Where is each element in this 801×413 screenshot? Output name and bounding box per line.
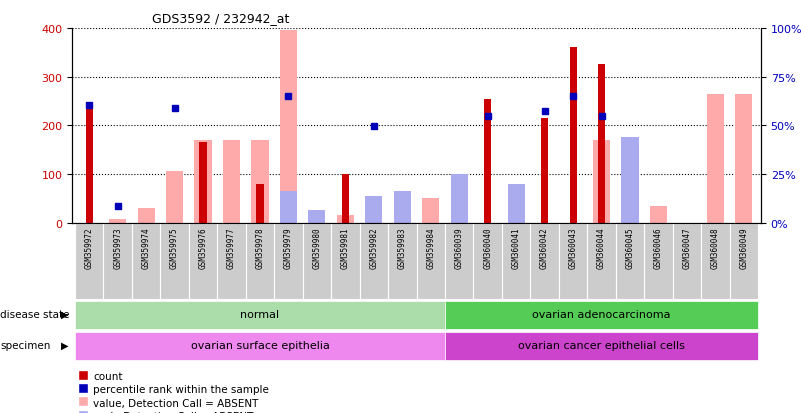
Bar [365, 196, 382, 223]
Text: disease state: disease state [0, 309, 70, 319]
Text: ▶: ▶ [61, 340, 68, 350]
Text: GSM359983: GSM359983 [398, 227, 407, 268]
Bar [223, 140, 240, 223]
Text: GSM359977: GSM359977 [227, 227, 236, 268]
FancyBboxPatch shape [445, 223, 473, 299]
Text: GSM360047: GSM360047 [682, 227, 691, 268]
Text: GSM360046: GSM360046 [654, 227, 663, 268]
FancyBboxPatch shape [673, 223, 701, 299]
Text: GSM360043: GSM360043 [569, 227, 578, 268]
Text: ovarian adenocarcinoma: ovarian adenocarcinoma [533, 309, 670, 319]
FancyBboxPatch shape [445, 301, 758, 329]
FancyBboxPatch shape [103, 223, 132, 299]
Text: GSM360044: GSM360044 [597, 227, 606, 268]
Bar [622, 138, 638, 223]
Bar [593, 140, 610, 223]
Text: GSM360045: GSM360045 [626, 227, 634, 268]
FancyBboxPatch shape [559, 223, 587, 299]
Text: GSM359976: GSM359976 [199, 227, 207, 268]
Text: GSM359982: GSM359982 [369, 227, 378, 268]
FancyBboxPatch shape [417, 223, 445, 299]
FancyBboxPatch shape [246, 223, 274, 299]
FancyBboxPatch shape [331, 223, 360, 299]
FancyBboxPatch shape [530, 223, 559, 299]
Bar [622, 192, 638, 223]
FancyBboxPatch shape [502, 223, 530, 299]
Bar [394, 206, 411, 223]
Text: GSM359984: GSM359984 [426, 227, 435, 268]
Bar [308, 211, 325, 223]
Text: GSM359980: GSM359980 [312, 227, 321, 268]
FancyBboxPatch shape [303, 223, 331, 299]
Text: ▶: ▶ [61, 309, 68, 319]
Bar [541, 119, 548, 223]
Bar [484, 99, 491, 223]
Bar [86, 104, 93, 223]
Text: GSM359974: GSM359974 [142, 227, 151, 268]
FancyBboxPatch shape [360, 223, 388, 299]
Bar [508, 209, 525, 223]
Text: GSM359978: GSM359978 [256, 227, 264, 268]
FancyBboxPatch shape [587, 223, 616, 299]
Bar [451, 174, 468, 223]
Bar [570, 48, 577, 223]
Text: normal: normal [240, 309, 280, 319]
Text: GSM359973: GSM359973 [113, 227, 122, 268]
Bar [195, 140, 211, 223]
Bar [706, 95, 724, 223]
Text: GSM360042: GSM360042 [540, 227, 549, 268]
Bar [598, 65, 605, 223]
Text: GSM360040: GSM360040 [483, 227, 492, 268]
Text: GDS3592 / 232942_at: GDS3592 / 232942_at [152, 12, 290, 25]
Bar [280, 192, 297, 223]
Bar [138, 209, 155, 223]
Text: GSM360041: GSM360041 [512, 227, 521, 268]
Bar [256, 184, 264, 223]
FancyBboxPatch shape [75, 332, 445, 360]
Text: ovarian surface epithelia: ovarian surface epithelia [191, 340, 329, 350]
FancyBboxPatch shape [730, 223, 758, 299]
Bar [109, 219, 127, 223]
Text: GSM359979: GSM359979 [284, 227, 293, 268]
Bar [451, 209, 468, 223]
Bar [199, 143, 207, 223]
Bar [508, 184, 525, 223]
FancyBboxPatch shape [616, 223, 644, 299]
Bar [422, 199, 439, 223]
FancyBboxPatch shape [217, 223, 246, 299]
FancyBboxPatch shape [644, 223, 673, 299]
Text: GSM360049: GSM360049 [739, 227, 748, 268]
Text: GSM360039: GSM360039 [455, 227, 464, 268]
Bar [166, 172, 183, 223]
FancyBboxPatch shape [75, 223, 103, 299]
Bar [308, 211, 325, 223]
FancyBboxPatch shape [445, 332, 758, 360]
FancyBboxPatch shape [473, 223, 502, 299]
Text: GSM359972: GSM359972 [85, 227, 94, 268]
Text: GSM359975: GSM359975 [170, 227, 179, 268]
Bar [280, 31, 297, 223]
Bar [650, 206, 667, 223]
Text: ovarian cancer epithelial cells: ovarian cancer epithelial cells [518, 340, 685, 350]
Legend: count, percentile rank within the sample, value, Detection Call = ABSENT, rank, : count, percentile rank within the sample… [78, 371, 269, 413]
Text: specimen: specimen [0, 340, 50, 350]
Bar [342, 174, 349, 223]
FancyBboxPatch shape [132, 223, 160, 299]
FancyBboxPatch shape [160, 223, 189, 299]
Bar [735, 95, 752, 223]
FancyBboxPatch shape [274, 223, 303, 299]
Bar [365, 213, 382, 223]
Bar [394, 192, 411, 223]
Bar [252, 140, 268, 223]
FancyBboxPatch shape [388, 223, 417, 299]
Text: GSM360048: GSM360048 [711, 227, 720, 268]
FancyBboxPatch shape [701, 223, 730, 299]
Bar [336, 216, 354, 223]
FancyBboxPatch shape [189, 223, 217, 299]
FancyBboxPatch shape [75, 301, 445, 329]
Text: GSM359981: GSM359981 [341, 227, 350, 268]
